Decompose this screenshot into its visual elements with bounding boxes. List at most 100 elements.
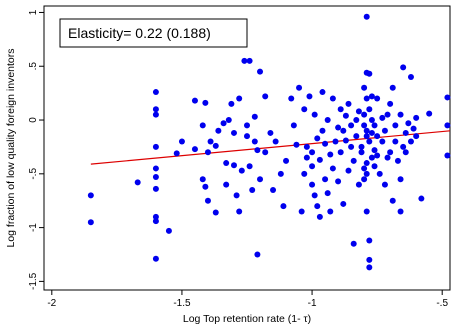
data-point: [165, 227, 172, 234]
data-point: [152, 218, 159, 225]
data-point: [337, 106, 344, 113]
data-point: [254, 147, 261, 154]
data-point: [303, 143, 310, 150]
data-point: [402, 149, 409, 156]
data-point: [368, 117, 375, 124]
data-point: [236, 208, 243, 215]
data-point: [345, 167, 352, 174]
data-point: [350, 157, 357, 164]
data-point: [392, 138, 399, 145]
data-point: [371, 122, 378, 129]
data-point: [379, 114, 386, 121]
data-point: [348, 122, 355, 129]
data-point: [337, 149, 344, 156]
data-point: [363, 133, 370, 140]
data-point: [199, 122, 206, 129]
data-point: [361, 165, 368, 172]
y-tick-label: -.5: [28, 168, 39, 180]
data-point: [361, 84, 368, 91]
data-point: [220, 120, 227, 127]
data-point: [342, 112, 349, 119]
data-point: [204, 197, 211, 204]
data-point: [368, 129, 375, 136]
data-point: [303, 154, 310, 161]
data-point: [272, 138, 279, 145]
data-point: [246, 57, 253, 64]
data-point: [358, 149, 365, 156]
data-point: [87, 219, 94, 226]
y-axis-label: Log fraction of low quality foreign inve…: [5, 48, 17, 247]
data-point: [397, 176, 404, 183]
data-point: [152, 174, 159, 181]
data-point: [329, 95, 336, 102]
y-tick-label: -1: [28, 223, 39, 232]
data-point: [374, 133, 381, 140]
data-point: [363, 208, 370, 215]
y-tick-label: .5: [28, 62, 39, 71]
data-point: [311, 192, 318, 199]
data-point: [335, 178, 342, 185]
data-point: [238, 167, 245, 174]
data-point: [191, 146, 198, 153]
data-point: [363, 127, 370, 134]
data-point: [444, 122, 451, 129]
data-point: [246, 163, 253, 170]
data-point: [236, 95, 243, 102]
data-point: [301, 170, 308, 177]
data-point: [322, 140, 329, 147]
data-point: [379, 138, 386, 145]
data-point: [348, 143, 355, 150]
data-point: [366, 70, 373, 77]
data-point: [283, 157, 290, 164]
data-point: [389, 197, 396, 204]
data-point: [407, 74, 414, 80]
data-point: [345, 100, 352, 107]
elasticity-annotation: Elasticity= 0.22 (0.188): [68, 25, 211, 41]
data-point: [363, 13, 370, 20]
data-point: [280, 203, 287, 210]
data-point: [319, 127, 326, 134]
data-point: [335, 124, 342, 131]
data-point: [173, 150, 180, 157]
data-point: [327, 208, 334, 215]
data-point: [371, 147, 378, 154]
data-point: [87, 192, 94, 199]
data-point: [387, 149, 394, 156]
data-point: [152, 111, 159, 118]
data-point: [244, 122, 250, 129]
data-point: [262, 149, 269, 156]
data-point: [202, 183, 209, 190]
data-point: [384, 154, 391, 161]
x-tick-label: -1: [308, 298, 317, 309]
data-point: [397, 111, 404, 118]
data-point: [361, 176, 368, 183]
data-point: [355, 181, 362, 188]
data-point: [257, 68, 264, 75]
data-point: [199, 176, 206, 183]
data-point: [392, 122, 399, 129]
plot-frame: [43, 5, 451, 291]
data-point: [363, 160, 370, 167]
data-point: [413, 133, 420, 140]
data-point: [413, 114, 420, 121]
data-point: [152, 89, 159, 96]
x-axis-label: Log Top retention rate (1- τ): [183, 313, 311, 325]
data-point: [152, 106, 159, 113]
data-point: [230, 129, 237, 136]
data-point: [329, 165, 336, 172]
data-point: [254, 251, 261, 258]
data-point: [342, 137, 349, 144]
data-point: [230, 162, 237, 169]
fit-line-group: [90, 130, 451, 165]
data-point: [251, 138, 258, 145]
data-point: [267, 129, 274, 136]
data-point: [358, 143, 365, 150]
data-point: [178, 138, 185, 145]
data-point: [228, 100, 235, 107]
x-tick-label: -.5: [436, 298, 448, 309]
data-point: [353, 133, 360, 140]
data-point: [298, 208, 305, 215]
data-point: [225, 117, 232, 124]
data-point: [314, 203, 321, 210]
